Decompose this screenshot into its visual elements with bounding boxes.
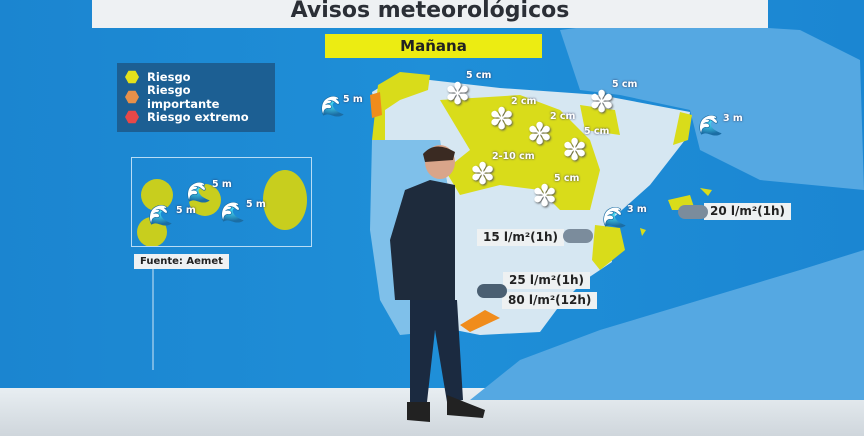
rain-label: 20 l/m²(1h) [704, 203, 791, 220]
wave-label: 5 m [246, 199, 266, 210]
page-title: Avisos meteorológicos [92, 0, 768, 28]
snowflake-icon: ✽ [470, 157, 496, 192]
wave-label: 5 m [176, 205, 196, 216]
presenter [390, 145, 485, 422]
snowflake-icon: ✽ [527, 117, 553, 152]
day-label: Mañana [325, 34, 542, 58]
snowflake-icon: ✽ [562, 133, 588, 168]
wave-label: 3 m [627, 204, 647, 215]
rain-cloud-icon [678, 205, 708, 219]
snow-label: 2-10 cm [492, 151, 535, 162]
hexagon-icon [125, 110, 139, 124]
wave-label: 5 m [212, 179, 232, 190]
legend-label: Riesgo importante [147, 83, 220, 111]
wave-icon: 🌊 [186, 180, 211, 204]
rain-label: 15 l/m²(1h) [477, 229, 564, 246]
legend-item-riesgo-importante: Riesgo importante [125, 83, 267, 111]
africa-land [470, 250, 864, 400]
wave-label: 5 m [343, 94, 363, 105]
legend: Riesgo Riesgo importante Riesgo extremo [117, 63, 275, 132]
warning-orange-south [460, 310, 500, 332]
snow-label: 5 cm [612, 79, 638, 90]
hexagon-icon [125, 90, 139, 104]
legend-item-riesgo: Riesgo [125, 67, 267, 87]
snow-label: 5 cm [466, 70, 492, 81]
wave-icon: 🌊 [220, 200, 245, 224]
wave-icon: 🌊 [698, 113, 723, 137]
snowflake-icon: ✽ [489, 102, 515, 137]
france-land [560, 20, 864, 190]
wave-icon: 🌊 [148, 203, 173, 227]
warning-yellow-galicia [372, 72, 430, 140]
snow-label: 5 cm [584, 126, 610, 137]
legend-item-riesgo-extremo: Riesgo extremo [125, 107, 267, 127]
hexagon-icon [125, 70, 139, 84]
warning-yellow-catalonia [673, 112, 692, 145]
legend-label: Riesgo extremo [147, 110, 249, 124]
legend-label: Riesgo [147, 70, 191, 84]
wave-icon: 🌊 [602, 205, 627, 229]
snowflake-icon: ✽ [532, 179, 558, 214]
wave-icon: 🌊 [320, 94, 345, 118]
snow-label: 2 cm [550, 111, 576, 122]
rain-cloud-icon [563, 229, 593, 243]
storm-cloud-icon [477, 284, 507, 298]
snow-label: 2 cm [511, 96, 537, 107]
wave-label: 3 m [723, 113, 743, 124]
rain-label: 25 l/m²(1h) [503, 272, 590, 289]
source-label: Fuente: Aemet [134, 254, 229, 269]
warning-orange-galicia [370, 92, 382, 118]
snowflake-icon: ✽ [589, 85, 615, 120]
canary-inset-frame [131, 157, 312, 247]
canary-islands [137, 170, 307, 247]
rain-label: 80 l/m²(12h) [502, 292, 598, 309]
warning-yellow-navarra [580, 105, 620, 135]
snowflake-icon: ✽ [445, 77, 471, 112]
warning-yellow-north [440, 95, 600, 210]
warning-yellow-valencia [592, 225, 625, 270]
snow-label: 5 cm [554, 173, 580, 184]
